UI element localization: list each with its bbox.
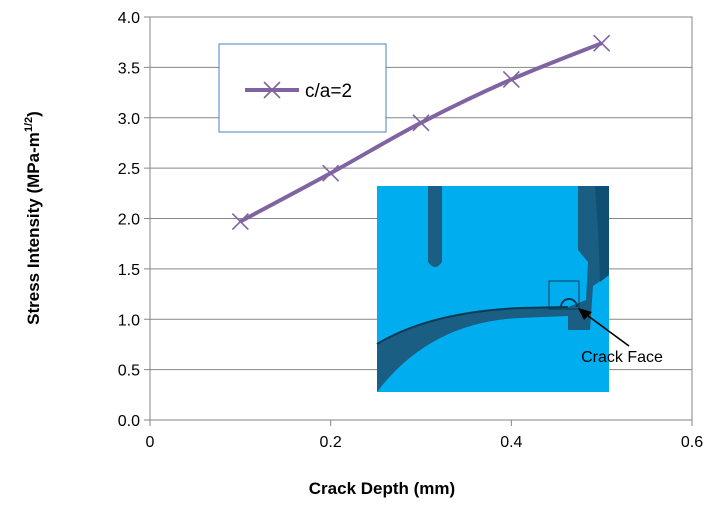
x-tick-label: 0.6 bbox=[681, 434, 703, 451]
x-tick-label: 0.4 bbox=[500, 434, 522, 451]
x-axis-title: Crack Depth (mm) bbox=[309, 479, 455, 498]
series-layer bbox=[231, 34, 611, 231]
legend: c/a=2 bbox=[218, 43, 387, 133]
y-tick-label: 0.5 bbox=[118, 363, 140, 380]
data-point-marker bbox=[502, 70, 520, 89]
inset-image: Crack Face bbox=[376, 186, 663, 392]
legend-series-marker bbox=[263, 81, 281, 99]
legend-box bbox=[218, 43, 387, 133]
legend-series-label: c/a=2 bbox=[305, 81, 352, 102]
data-point-marker bbox=[322, 164, 340, 182]
inset-background bbox=[377, 186, 609, 392]
x-tick-label: 0.2 bbox=[320, 434, 342, 451]
marker-stroke bbox=[502, 70, 520, 89]
y-axis-title-close: ) bbox=[24, 111, 43, 117]
inset-annotation-arrow-line bbox=[579, 309, 630, 347]
y-tick-label: 2.5 bbox=[118, 161, 140, 178]
y-tick-label: 1.0 bbox=[118, 312, 140, 329]
y-axis-title: Stress Intensity (MPa-m1/2) bbox=[23, 111, 43, 325]
inset-annotation-arrowhead bbox=[578, 308, 592, 320]
inset-part-slot bbox=[428, 186, 442, 267]
x-axis-ticks: 0 0.2 0.4 0.6 bbox=[146, 420, 703, 451]
y-tick-label: 2.0 bbox=[118, 212, 140, 229]
y-axis-title-superscript: 1/2 bbox=[23, 117, 35, 132]
y-axis-title-main: Stress Intensity (MPa-m bbox=[24, 132, 43, 325]
y-tick-label: 3.5 bbox=[118, 60, 140, 77]
marker-stroke bbox=[231, 212, 249, 231]
inset-part-band bbox=[377, 307, 568, 392]
y-tick-label: 4.0 bbox=[118, 10, 140, 27]
inset-crack-face bbox=[560, 298, 578, 308]
y-tick-label: 0.0 bbox=[118, 413, 140, 430]
inset-part-wall-shadow bbox=[595, 186, 609, 282]
marker-stroke bbox=[593, 34, 611, 52]
y-tick-label: 1.5 bbox=[118, 262, 140, 279]
y-axis-ticks: 0.0 0.5 1.0 1.5 2.0 2.5 3.0 3.5 4.0 bbox=[118, 10, 150, 430]
legend-marker-stroke bbox=[263, 81, 281, 99]
marker-stroke bbox=[322, 164, 340, 182]
x-tick-label: 0 bbox=[146, 434, 155, 451]
data-point-marker bbox=[412, 114, 430, 132]
y-tick-label: 3.0 bbox=[118, 111, 140, 128]
data-point-marker bbox=[593, 34, 611, 52]
inset-annotation-label: Crack Face bbox=[581, 349, 663, 366]
inset-part-edge bbox=[376, 306, 569, 345]
data-point-marker bbox=[231, 212, 249, 231]
inset-crack-box bbox=[548, 280, 580, 310]
marker-stroke bbox=[412, 114, 430, 132]
